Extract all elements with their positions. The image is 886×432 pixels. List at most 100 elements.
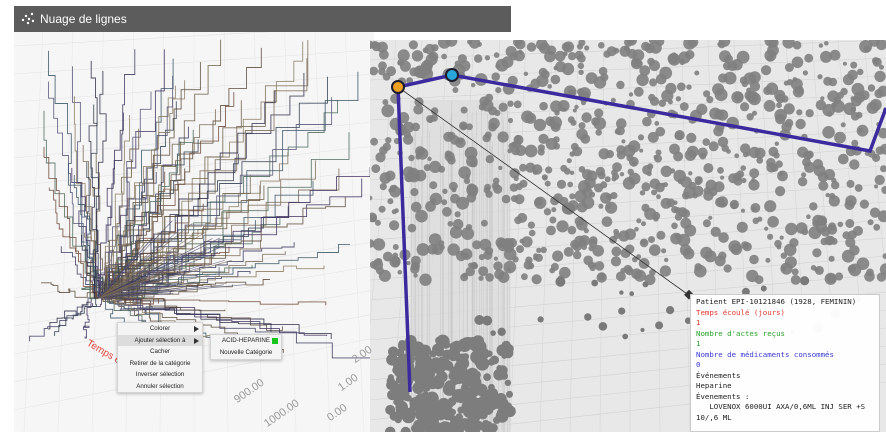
- data-point: [547, 84, 552, 89]
- data-point: [677, 178, 684, 185]
- data-point: [633, 86, 644, 97]
- tooltip-leader-line: [397, 86, 691, 297]
- data-point: [540, 70, 550, 79]
- data-point: [484, 55, 490, 61]
- data-point: [394, 416, 402, 424]
- patient-line: [93, 71, 107, 299]
- data-point: [584, 45, 590, 51]
- data-point: [789, 238, 799, 248]
- data-point: [460, 106, 468, 114]
- menu-item-inverser-selection[interactable]: Inverser sélection: [135, 371, 185, 378]
- data-point: [670, 52, 678, 59]
- data-point: [766, 162, 777, 173]
- data-point: [472, 240, 482, 250]
- data-point: [842, 231, 851, 240]
- patient-line: [99, 132, 350, 299]
- data-point: [640, 327, 645, 333]
- data-point: [636, 218, 642, 224]
- data-point: [873, 223, 881, 231]
- patient-line: [99, 128, 140, 299]
- data-point: [396, 124, 408, 136]
- data-point: [875, 146, 885, 155]
- tooltip-time-label: Temps écoulé (jours): [696, 307, 785, 317]
- menu-item-retirer-categorie[interactable]: Retirer de la catégorie: [129, 359, 191, 367]
- data-point: [594, 108, 604, 118]
- data-point: [553, 193, 563, 203]
- menu-item-cacher[interactable]: Cacher: [150, 348, 170, 355]
- data-point: [718, 251, 727, 260]
- data-point: [542, 175, 548, 181]
- data-point: [443, 131, 454, 142]
- data-point: [387, 198, 394, 205]
- data-point: [812, 248, 822, 258]
- data-point: [425, 53, 438, 66]
- data-point: [592, 245, 604, 257]
- data-point: [740, 102, 750, 112]
- menu-item-annuler-selection[interactable]: Annuler sélection: [136, 382, 184, 390]
- data-point: [660, 165, 672, 177]
- data-point: [696, 103, 708, 115]
- data-point: [606, 204, 611, 209]
- data-point: [669, 143, 680, 155]
- data-point: [493, 184, 503, 194]
- submenu-item-nouvelle-categorie[interactable]: Nouvelle Catégorie: [219, 349, 273, 356]
- menu-item-ajouter-selection[interactable]: Ajouter sélection à: [118, 334, 202, 346]
- data-point: [649, 244, 661, 256]
- data-point: [777, 170, 788, 182]
- data-point: [415, 209, 428, 223]
- data-point: [589, 236, 598, 245]
- data-point: [506, 267, 511, 272]
- patient-line: [98, 263, 164, 299]
- data-point: [513, 175, 519, 182]
- data-point: [796, 109, 803, 116]
- data-point: [503, 260, 517, 274]
- tooltip-events-heading: Événements: [696, 370, 741, 380]
- data-point: [647, 57, 655, 66]
- data-point: [655, 73, 667, 85]
- patient-line: [98, 281, 205, 299]
- menu-item-colorer[interactable]: Colorer: [118, 323, 202, 335]
- data-point: [402, 134, 414, 145]
- data-point: [485, 190, 493, 198]
- data-point: [460, 273, 469, 282]
- data-point: [594, 183, 603, 193]
- data-point: [389, 186, 401, 198]
- data-point: [448, 371, 457, 381]
- data-point: [859, 40, 873, 53]
- data-point: [371, 41, 382, 52]
- data-point: [429, 192, 443, 206]
- data-point: [537, 148, 545, 156]
- data-point: [791, 56, 804, 69]
- point-cloud-view[interactable]: [370, 40, 886, 432]
- data-point: [780, 252, 787, 259]
- data-point: [746, 113, 754, 121]
- data-point: [828, 222, 837, 231]
- data-point: [878, 127, 886, 139]
- data-point: [392, 358, 407, 373]
- data-point: [445, 400, 454, 409]
- data-point: [395, 400, 408, 414]
- data-point: [561, 62, 575, 76]
- data-point: [507, 100, 514, 107]
- data-point: [447, 156, 456, 165]
- data-point: [519, 179, 528, 188]
- data-point: [717, 136, 729, 148]
- submenu-item-acid-heparine[interactable]: ACID-HEPARINE: [211, 335, 281, 347]
- data-point: [641, 221, 646, 227]
- data-point: [578, 69, 584, 75]
- data-point: [825, 192, 830, 198]
- data-point: [715, 197, 725, 208]
- data-point: [648, 236, 655, 243]
- data-point: [581, 112, 592, 123]
- data-point: [744, 90, 756, 101]
- data-point: [845, 219, 855, 228]
- patient-line: [99, 297, 374, 359]
- data-point: [647, 131, 659, 143]
- grid-line: [343, 6, 365, 432]
- patient-line: [98, 259, 144, 299]
- data-point: [456, 196, 470, 210]
- data-point: [629, 291, 635, 297]
- data-point: [826, 273, 837, 284]
- data-point: [792, 40, 802, 50]
- data-point: [466, 193, 477, 203]
